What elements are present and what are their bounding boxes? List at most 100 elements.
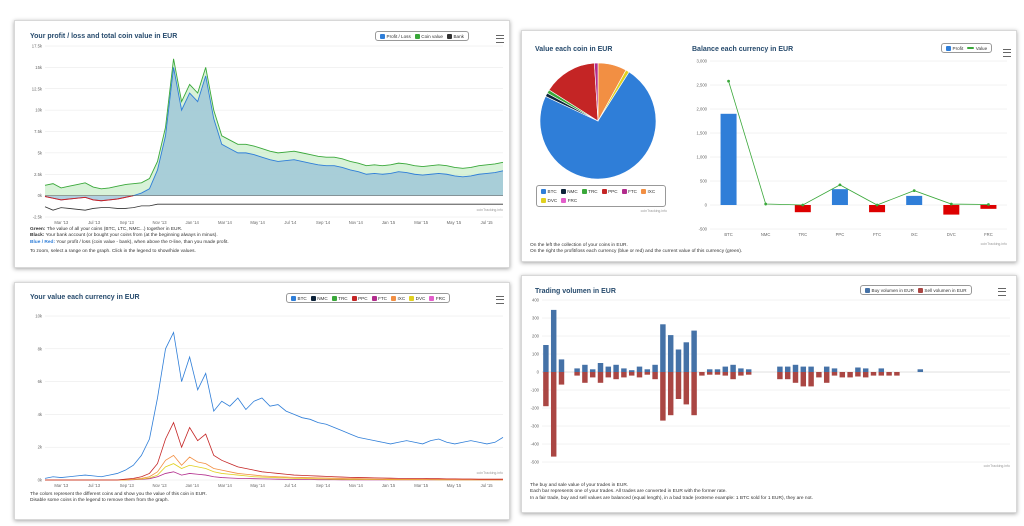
- legend-item-nmc[interactable]: NMC: [310, 295, 328, 301]
- chart-menu-icon[interactable]: [1003, 49, 1011, 57]
- coin-value-line: [44, 58, 504, 190]
- buy-bar: [550, 309, 557, 372]
- y-tick-label: 10k: [35, 314, 43, 319]
- legend-swatch: [641, 188, 646, 194]
- legend-item-profit-loss[interactable]: Profit / Loss: [380, 33, 411, 39]
- legend-item-value[interactable]: Value: [967, 46, 987, 51]
- legend-label: DVC: [415, 295, 426, 301]
- value-each-currency-chart[interactable]: 0k 2k 4k 6k 8k 10k Mar '13 Jul '13 Sep '13 Nov '1…: [15, 283, 511, 488]
- value-point: [949, 202, 953, 206]
- buy-bar: [582, 364, 588, 372]
- description-key: Blue / Red:: [30, 239, 56, 245]
- legend-item-ftc[interactable]: FTC: [371, 295, 387, 301]
- x-tick-label: Jul '15: [481, 220, 494, 225]
- legend-swatch: [967, 47, 975, 49]
- legend-label: IXC: [647, 188, 656, 194]
- value-point: [987, 203, 990, 206]
- legend-item-trc[interactable]: TRC: [581, 188, 598, 194]
- x-tick-label: May '15: [447, 483, 462, 488]
- legend-item-ppc[interactable]: PPC: [351, 295, 368, 301]
- legend-item-sell-volumen-in-eur[interactable]: Sell volumen in EUR: [917, 287, 967, 293]
- x-tick-label: Mar '14: [218, 220, 233, 225]
- legend-swatch: [331, 295, 337, 301]
- balance-bar-chart[interactable]: -500 0 500 1,000 1,500 2,000 2,500 3,000 BTC NMC T…: [522, 31, 1018, 247]
- legend-item-dvc[interactable]: DVC: [409, 295, 426, 301]
- legend-item-ixc[interactable]: IXC: [391, 295, 405, 301]
- legend-swatch: [561, 198, 567, 204]
- pie-chart[interactable]: coinTracking.info: [522, 31, 672, 216]
- legend-item-ftc[interactable]: FTC: [621, 188, 637, 194]
- chart-description: The buy and sale value of your trades in…: [530, 483, 813, 502]
- legend-swatch: [946, 45, 951, 51]
- legend-item-btc[interactable]: BTC: [291, 295, 307, 301]
- chart-menu-icon[interactable]: [998, 288, 1006, 296]
- legend-swatch: [621, 188, 627, 194]
- sell-bar: [652, 372, 658, 380]
- x-tick-label: DVC: [947, 232, 956, 237]
- sell-bar: [816, 372, 822, 378]
- y-tick-label: 4k: [38, 412, 43, 417]
- x-tick-label: Mar '15: [414, 220, 429, 225]
- profit-loss-panel: Your profit / loss and total coin value …: [14, 20, 510, 268]
- chart-legend[interactable]: Profit / Loss Coin value Bank: [375, 31, 469, 41]
- legend-label: Profit: [952, 45, 964, 51]
- sell-bar: [745, 372, 752, 375]
- legend-item-profit[interactable]: Profit: [946, 45, 964, 51]
- profit-bar-frc: [980, 205, 997, 209]
- buy-bar: [621, 368, 627, 372]
- y-tick-label: 3,000: [697, 59, 708, 64]
- description-text: The value of all your coins (BTC, LTC, N…: [45, 227, 183, 232]
- buy-bar: [831, 368, 838, 372]
- y-tick-label: -500: [531, 460, 540, 465]
- legend-label: PPC: [358, 295, 368, 301]
- value-point: [727, 79, 730, 83]
- x-tick-label: Jul '13: [88, 220, 101, 225]
- legend-item-ppc[interactable]: PPC: [601, 188, 618, 194]
- legend-item-coin-value[interactable]: Coin value: [414, 33, 443, 39]
- legend-item-buy-volumen-in-eur[interactable]: Buy volumen in EUR: [865, 287, 914, 293]
- chart-menu-icon[interactable]: [496, 296, 504, 304]
- y-tick-label: 17.5k: [32, 44, 43, 49]
- legend-label: TRC: [338, 295, 348, 301]
- y-tick-label: -500: [699, 227, 708, 232]
- legend-swatch: [601, 188, 607, 194]
- legend-swatch: [429, 295, 435, 301]
- sell-bar: [823, 372, 830, 383]
- legend-item-dvc[interactable]: DVC: [541, 198, 557, 204]
- description-line: The buy and sale value of your trades in…: [530, 483, 629, 488]
- legend-item-frc[interactable]: FRC: [561, 198, 577, 204]
- sell-bar: [589, 372, 596, 378]
- sell-bar: [722, 372, 729, 376]
- legend-item-bank[interactable]: Bank: [446, 33, 464, 39]
- legend-item-ixc[interactable]: IXC: [641, 188, 656, 194]
- legend-label: Bank: [453, 33, 464, 39]
- pie-legend[interactable]: BTC NMC TRC PPC FTC IXC DVC FRC: [536, 185, 666, 207]
- trading-volume-chart[interactable]: -500 -400 -300 -200 -100 0 100 200 300 400 coinTra…: [522, 276, 1018, 476]
- x-tick-label: TRC: [799, 232, 808, 237]
- buy-bar: [738, 368, 744, 372]
- buy-bar: [862, 368, 869, 372]
- y-tick-label: 2,000: [697, 107, 708, 112]
- sell-bar: [628, 372, 635, 376]
- bar-legend[interactable]: Profit Value: [941, 43, 993, 53]
- legend-item-frc[interactable]: FRC: [429, 295, 445, 301]
- legend-item-trc[interactable]: TRC: [331, 295, 348, 301]
- chart-legend[interactable]: Buy volumen in EUR Sell volumen in EUR: [860, 285, 972, 295]
- sell-bar: [636, 372, 643, 378]
- sell-bar: [574, 372, 580, 376]
- buy-bar: [722, 366, 729, 372]
- sell-bar: [792, 372, 799, 383]
- value-line: [728, 81, 989, 206]
- sell-bar: [597, 372, 604, 383]
- y-tick-label: 2,500: [697, 83, 708, 88]
- chart-menu-icon[interactable]: [496, 35, 504, 43]
- legend-item-nmc[interactable]: NMC: [560, 188, 578, 194]
- legend-label: TRC: [588, 188, 598, 194]
- chart-legend[interactable]: BTC NMC TRC PPC FTC IXC DVC FRC: [286, 293, 451, 303]
- bar-title: Balance each currency in EUR: [692, 46, 794, 53]
- legend-swatch: [917, 287, 923, 293]
- legend-item-btc[interactable]: BTC: [541, 188, 557, 194]
- profit-loss-chart[interactable]: -2.5k 0k 2.5k 5k 7.5k 10k 12.5k 15k 17.5k Mar '13…: [15, 21, 511, 225]
- x-tick-label: May '14: [250, 220, 265, 225]
- legend-swatch: [391, 295, 396, 301]
